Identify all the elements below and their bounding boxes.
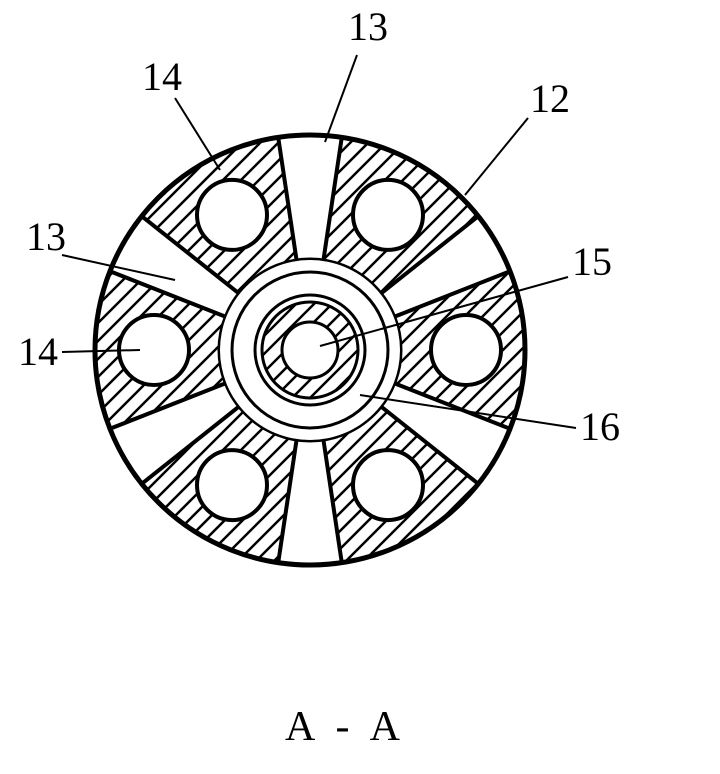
callout-label: 16 xyxy=(580,404,620,449)
section-label: A - A xyxy=(285,704,406,750)
callout-label: 12 xyxy=(530,76,570,121)
callout-label: 15 xyxy=(572,239,612,284)
callout-label: 14 xyxy=(142,54,182,99)
callout-label: 13 xyxy=(348,4,388,49)
center-hole xyxy=(282,322,338,378)
callout-label: 14 xyxy=(18,329,58,374)
callout-label: 13 xyxy=(26,214,66,259)
